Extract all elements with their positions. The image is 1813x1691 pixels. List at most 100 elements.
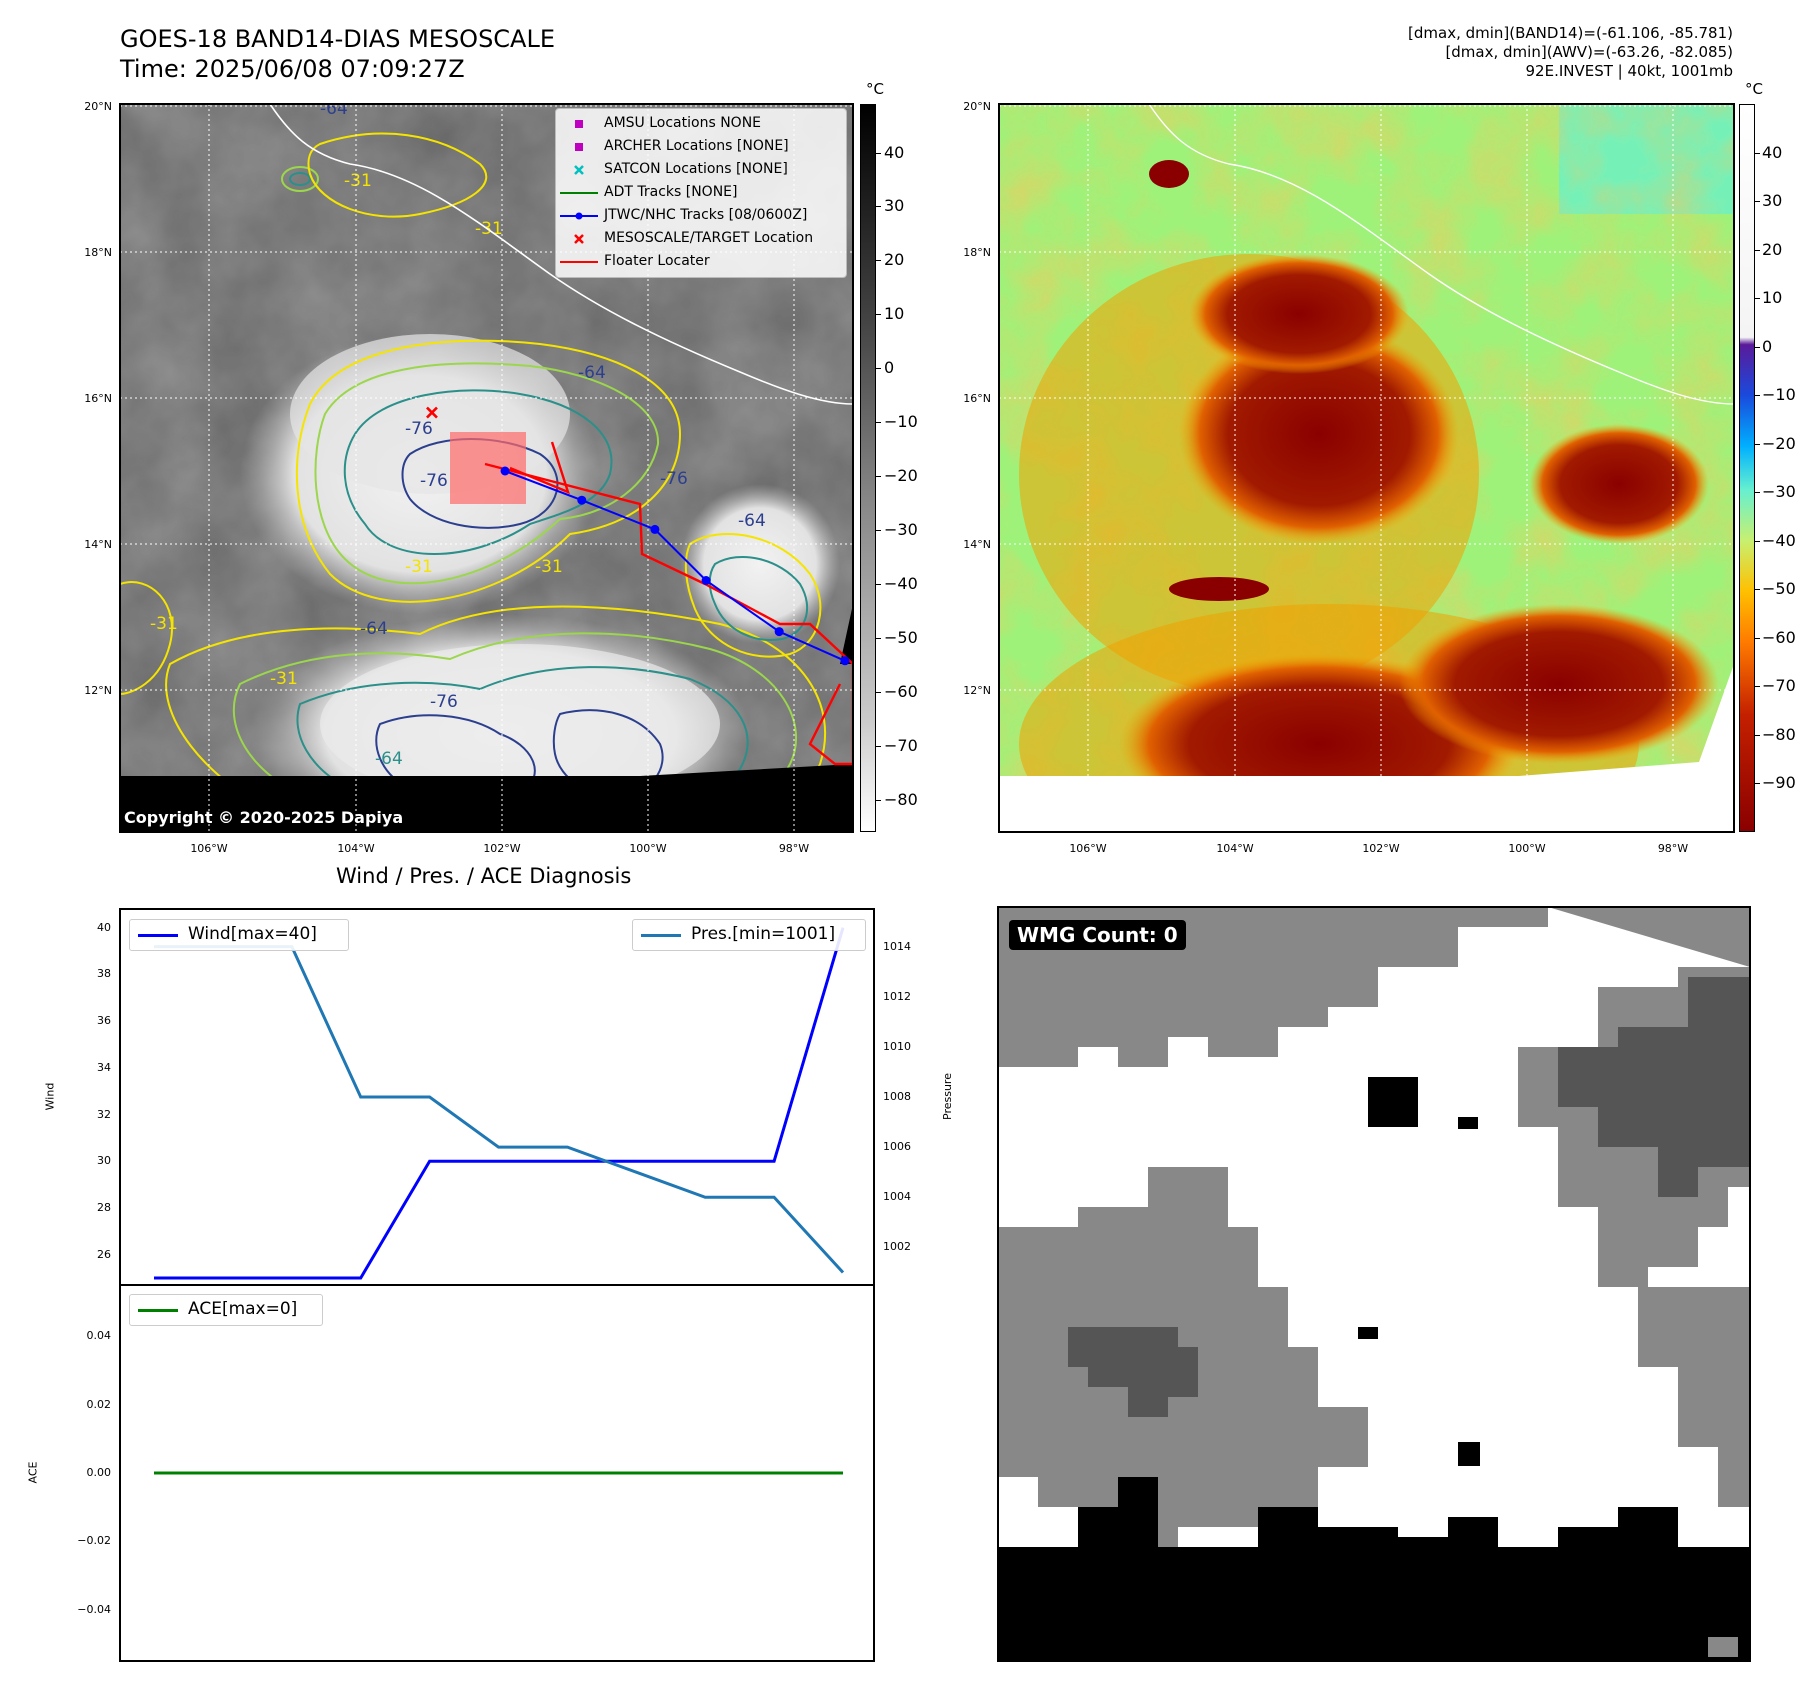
colorbar2-tick-label: 10 <box>1762 288 1783 308</box>
wind-tick-label: 40 <box>97 920 111 934</box>
contour-label: -31 <box>344 171 372 191</box>
title-line-2: Time: 2025/06/08 07:09:27Z <box>120 55 465 83</box>
contour-label: -76 <box>660 469 688 489</box>
legend-amsu: AMSU Locations NONE <box>556 113 846 135</box>
colorbar1-tick-mark <box>876 206 881 208</box>
pressure-axis-label: Pressure <box>940 1073 954 1120</box>
contour-label: -31 <box>405 557 433 577</box>
lat-label: 16°N <box>963 392 991 405</box>
lon-label: 98°W <box>1657 842 1689 855</box>
colorbar1-tick-label: −60 <box>884 681 918 701</box>
colorbar2-tick-mark <box>1755 395 1760 397</box>
colorbar1-tick-mark <box>876 152 881 154</box>
lon-label: 102°W <box>483 842 521 855</box>
wind-pres-plot-frame <box>119 908 875 1286</box>
legend-satcon: SATCON Locations [NONE] <box>556 159 846 181</box>
pressure-tick-label: 1004 <box>883 1190 911 1204</box>
colorbar1-tick-mark <box>876 314 881 316</box>
colorbar1-tick-label: 20 <box>884 250 905 270</box>
contour-31-west <box>120 581 173 695</box>
wind-tick-label: 38 <box>97 967 111 981</box>
contour-64-east <box>708 556 809 641</box>
legend-wind: Wind[max=40] <box>129 919 349 951</box>
colorbar2-tick-label: −30 <box>1762 482 1796 502</box>
map2-frame <box>998 103 1735 833</box>
line-icon <box>560 192 598 194</box>
colorbar2-tick-label: −20 <box>1762 433 1796 453</box>
x-marker-icon <box>574 165 584 175</box>
awv-gridlines <box>999 104 1734 832</box>
pressure-tick-label: 1006 <box>883 1140 911 1154</box>
wmg-gray-patch <box>1248 1447 1288 1487</box>
lon-label: 106°W <box>190 842 228 855</box>
colorbar1-tick-mark <box>876 799 881 801</box>
floater-locater-line <box>484 462 853 766</box>
line-icon <box>138 1309 178 1312</box>
lon-label: 106°W <box>1069 842 1107 855</box>
coastline <box>269 104 853 405</box>
colorbar1-tick-mark <box>876 637 881 639</box>
colorbar2-tick-mark <box>1755 346 1760 348</box>
title-line-1: GOES-18 BAND14-DIAS MESOSCALE <box>120 25 556 53</box>
cold-cloud-east <box>680 484 840 644</box>
colorbar1-tick-mark <box>876 745 881 747</box>
contour-label: -64 <box>360 619 388 639</box>
colorbar1-tick-mark <box>876 691 881 693</box>
line-dot-icon <box>560 212 598 220</box>
ace-axis-label: ACE <box>26 1461 40 1484</box>
wmg-dark-ne <box>1558 977 1750 1197</box>
diagnosis-chart <box>119 908 875 1662</box>
wmg-count-badge: WMG Count: 0 <box>1009 920 1186 950</box>
colorbar2 <box>1739 104 1755 832</box>
wind-axis-label: Wind <box>43 1082 57 1111</box>
contour-46-north <box>314 362 660 585</box>
colorbar2-tick-label: −10 <box>1762 385 1796 405</box>
contour-31-far-north <box>307 132 488 218</box>
wmg-dark-west <box>1068 1327 1198 1417</box>
awv-cold-core-north2 <box>1189 254 1409 374</box>
pressure-tick-label: 1010 <box>883 1039 911 1053</box>
colorbar2-tick-label: 0 <box>1762 336 1773 356</box>
floater-box <box>450 432 526 504</box>
lon-label: 98°W <box>778 842 810 855</box>
wind-tick-label: 30 <box>97 1154 111 1168</box>
wind-tick-label: 32 <box>97 1107 111 1121</box>
legend-ace: ACE[max=0] <box>129 1294 323 1326</box>
colorbar1-tick-label: −70 <box>884 735 918 755</box>
colorbar1 <box>860 104 876 832</box>
wind-series-line <box>154 927 845 1280</box>
map1-frame <box>119 103 854 833</box>
wmg-gray-east <box>1638 1287 1750 1507</box>
colorbar1-tick-mark <box>876 530 881 531</box>
track-point <box>701 576 711 585</box>
line-icon <box>641 934 681 937</box>
pressure-tick-label: 1008 <box>883 1090 911 1103</box>
lat-label: 16°N <box>84 392 112 405</box>
cold-cloud-core-south <box>320 644 720 804</box>
legend-pressure: Pres.[min=1001] <box>632 919 866 951</box>
lon-label: 102°W <box>1362 842 1400 855</box>
figure-title: GOES-18 BAND14-DIAS MESOSCALE Time: 2025… <box>120 24 555 84</box>
wind-tick-label: 36 <box>97 1014 111 1028</box>
legend-adt: ADT Tracks [NONE] <box>556 182 846 204</box>
x-marker-icon <box>574 234 584 244</box>
wmg-black-blob <box>1368 1077 1418 1127</box>
wmg-panel <box>998 907 1750 1661</box>
lat-label: 12°N <box>84 684 112 697</box>
contour-label: -76 <box>420 471 448 491</box>
colorbar1-tick-mark <box>876 583 881 585</box>
colorbar2-tick-mark <box>1755 492 1760 494</box>
awv-streak <box>1169 577 1269 601</box>
colorbar1-tick-label: 40 <box>884 142 905 162</box>
lon-label: 104°W <box>337 842 375 855</box>
colorbar2-tick-label: 40 <box>1762 142 1783 162</box>
wind-tick-label: 26 <box>97 1247 111 1261</box>
stats-line-2: [dmax, dmin](AWV)=(-63.26, -82.085) <box>1445 43 1733 61</box>
colorbar2-tick-mark <box>1755 734 1760 736</box>
lat-label: 18°N <box>84 246 112 259</box>
awv-cold-core-south2 <box>1399 604 1719 764</box>
track-point <box>840 656 850 666</box>
colorbar2-tick-label: −40 <box>1762 530 1796 550</box>
colorbar2-unit: °C <box>1745 80 1763 98</box>
colorbar1-tick-label: −20 <box>884 466 918 486</box>
